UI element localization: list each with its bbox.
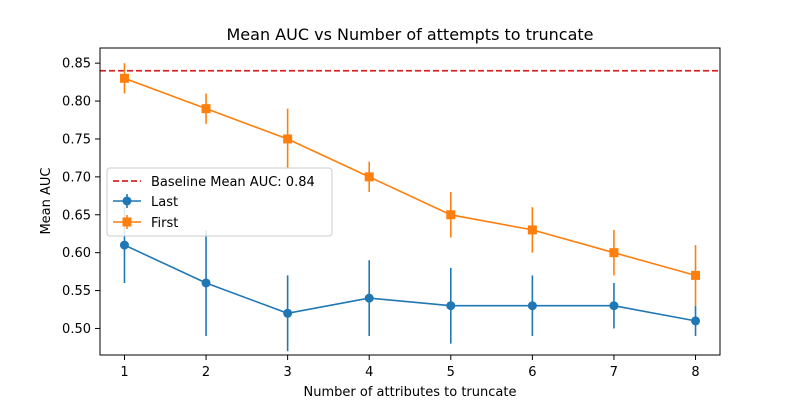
legend-first-swatch-marker [122, 217, 132, 227]
data-point [691, 270, 701, 280]
series-line [124, 77, 696, 277]
y-tick-label: 0.55 [62, 284, 91, 299]
legend-baseline-label: Baseline Mean AUC: 0.84 [151, 175, 315, 190]
data-point [527, 225, 537, 235]
x-tick-label: 3 [283, 365, 291, 380]
x-tick-label: 4 [365, 365, 373, 380]
data-point [201, 104, 211, 114]
y-tick-label: 0.60 [62, 246, 91, 261]
y-tick-label: 0.65 [62, 208, 91, 223]
data-point [364, 172, 374, 182]
data-point [446, 210, 456, 220]
x-tick-label: 2 [202, 365, 210, 380]
data-point [201, 278, 211, 288]
y-tick-label: 0.80 [62, 95, 91, 110]
data-point [119, 240, 129, 250]
y-tick-label: 0.85 [62, 57, 91, 72]
axes [99, 47, 721, 356]
plot-area [100, 63, 720, 352]
series-line [124, 244, 696, 322]
y-axis-title: Mean AUC [39, 167, 54, 234]
data-point [446, 301, 456, 311]
legend: Baseline Mean AUC: 0.84 Last First [106, 167, 333, 237]
data-point [609, 301, 619, 311]
data-point [364, 293, 374, 303]
legend-last-label: Last [151, 195, 178, 210]
y-axis-ticks: 0.50 0.55 0.60 0.65 0.70 0.75 0.80 0.85 [62, 57, 100, 337]
x-tick-label: 8 [691, 365, 699, 380]
series-last [119, 207, 701, 352]
data-point [609, 248, 619, 258]
legend-first-label: First [151, 216, 178, 231]
x-axis-ticks: 1 2 3 4 5 6 7 8 [120, 355, 700, 380]
legend-last-swatch-marker [122, 196, 132, 206]
chart-title: Mean AUC vs Number of attempts to trunca… [227, 25, 594, 44]
x-tick-label: 6 [528, 365, 536, 380]
series-first [119, 63, 701, 306]
y-tick-label: 0.50 [62, 322, 91, 337]
x-tick-label: 5 [447, 365, 455, 380]
data-point [527, 301, 537, 311]
data-point [283, 308, 293, 318]
y-tick-label: 0.70 [62, 170, 91, 185]
y-tick-label: 0.75 [62, 132, 91, 147]
x-tick-label: 7 [610, 365, 618, 380]
x-tick-label: 1 [120, 365, 128, 380]
data-point [119, 73, 129, 83]
x-axis-title: Number of attributes to truncate [304, 385, 517, 400]
legend-box [106, 167, 333, 237]
plot-frame [99, 47, 721, 356]
data-point [283, 134, 293, 144]
data-point [691, 316, 701, 326]
